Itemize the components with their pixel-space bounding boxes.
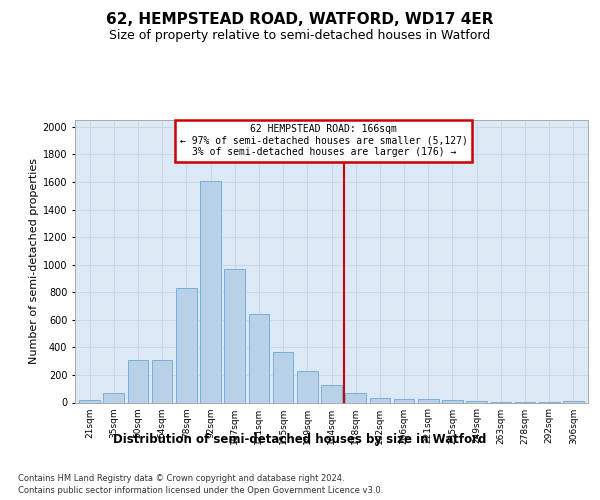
Bar (346, 393, 366, 402)
Bar (394, 399, 415, 402)
Bar (466, 401, 487, 402)
Bar (103, 393, 124, 402)
Bar (248, 314, 269, 402)
Text: 62, HEMPSTEAD ROAD, WATFORD, WD17 4ER: 62, HEMPSTEAD ROAD, WATFORD, WD17 4ER (106, 12, 494, 28)
Bar (176, 288, 197, 403)
Text: 62 HEMPSTEAD ROAD: 166sqm
← 97% of semi-detached houses are smaller (5,127)
3% o: 62 HEMPSTEAD ROAD: 166sqm ← 97% of semi-… (180, 124, 468, 158)
Bar (370, 398, 390, 402)
Bar (224, 269, 245, 402)
Bar (563, 401, 584, 402)
Bar (273, 352, 293, 403)
Text: Contains HM Land Registry data © Crown copyright and database right 2024.: Contains HM Land Registry data © Crown c… (18, 474, 344, 483)
Bar (297, 371, 317, 402)
Bar (321, 384, 342, 402)
Bar (200, 180, 221, 402)
Text: Contains public sector information licensed under the Open Government Licence v3: Contains public sector information licen… (18, 486, 383, 495)
Bar (128, 360, 148, 403)
Bar (442, 400, 463, 402)
Bar (152, 360, 172, 403)
Bar (79, 400, 100, 402)
Bar (418, 400, 439, 402)
Y-axis label: Number of semi-detached properties: Number of semi-detached properties (29, 158, 38, 364)
Text: Distribution of semi-detached houses by size in Watford: Distribution of semi-detached houses by … (113, 434, 487, 446)
Text: Size of property relative to semi-detached houses in Watford: Size of property relative to semi-detach… (109, 28, 491, 42)
